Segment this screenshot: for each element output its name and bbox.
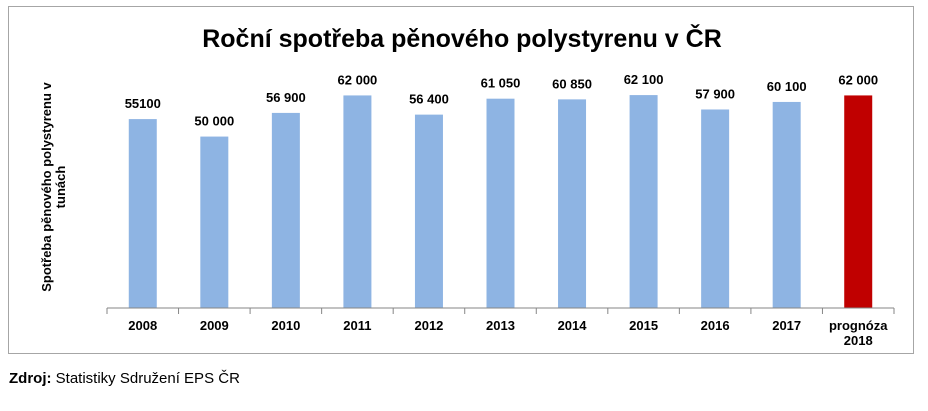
bar — [701, 109, 730, 308]
source-text: Statistiky Sdružení EPS ČR — [51, 370, 240, 387]
x-tick-label: 2011 — [343, 318, 371, 333]
x-tick-label: 2013 — [486, 318, 515, 333]
chart-title: Roční spotřeba pěnového polystyrenu v ČR — [202, 25, 722, 53]
bar — [343, 95, 372, 308]
data-label: 56 400 — [409, 92, 449, 107]
data-label: 62 100 — [624, 72, 664, 87]
data-label: 50 000 — [194, 114, 234, 129]
x-tick-label: 2015 — [629, 318, 658, 333]
x-tick-label: 2008 — [128, 318, 157, 333]
data-label: 61 050 — [481, 76, 521, 91]
x-tick-label: prognóza — [829, 318, 888, 333]
data-label: 57 900 — [695, 86, 735, 101]
bar — [128, 119, 157, 308]
x-tick-label: 2017 — [772, 318, 801, 333]
x-tick-label: 2010 — [271, 318, 300, 333]
chart-frame: Roční spotřeba pěnového polystyrenu v ČR… — [8, 6, 914, 354]
data-label: 62 000 — [338, 72, 378, 87]
data-label: 60 850 — [552, 76, 592, 91]
y-axis-label: Spotřeba pěnového polystyrenu vtunách — [39, 81, 68, 291]
y-axis-label-line: tunách — [53, 166, 68, 209]
x-tick-label: 2016 — [701, 318, 730, 333]
x-tick-label: 2009 — [200, 318, 229, 333]
data-label: 60 100 — [767, 79, 807, 94]
bar — [414, 114, 443, 308]
data-label: 62 000 — [838, 72, 878, 87]
source-label: Zdroj: — [9, 370, 52, 387]
bar — [558, 99, 587, 308]
source-line: Zdroj: Statistiky Sdružení EPS ČR — [9, 370, 240, 387]
bar — [486, 98, 515, 308]
x-tick-label: 2018 — [844, 333, 873, 348]
bar — [271, 112, 300, 309]
data-label: 55100 — [125, 96, 161, 111]
bar — [772, 101, 801, 308]
x-tick-label: 2014 — [558, 318, 588, 333]
data-label: 56 900 — [266, 90, 306, 105]
x-tick-label: 2012 — [414, 318, 443, 333]
bar — [629, 95, 658, 308]
bar — [844, 95, 873, 308]
bar — [200, 136, 229, 308]
bar-chart: Spotřeba pěnového polystyrenu vtunách 551… — [39, 72, 895, 348]
y-axis-label-line: Spotřeba pěnového polystyrenu v — [39, 81, 54, 291]
